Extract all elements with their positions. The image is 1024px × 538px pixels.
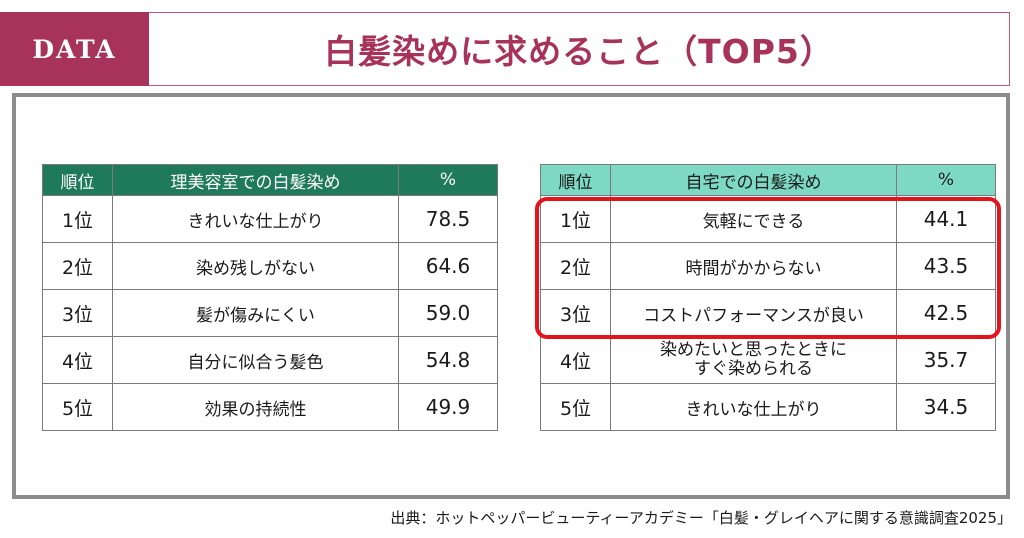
rank-cell: 3位 (42, 289, 113, 337)
item-cell: 髪が傷みにくい (112, 289, 399, 337)
item-cell: 自分に似合う髪色 (112, 336, 399, 384)
percent-cell: 49.9 (398, 383, 498, 431)
item-cell: 気軽にできる (610, 195, 897, 243)
header-rank: 順位 (42, 164, 113, 196)
rank-cell: 2位 (540, 242, 611, 290)
rank-cell: 3位 (540, 289, 611, 337)
table-header-row: 順位 理美容室での白髪染め % (42, 164, 498, 196)
home-ranking-table: 順位 自宅での白髪染め % 1位 気軽にできる 44.1 2位 時間がかからない… (540, 164, 996, 431)
percent-cell: 34.5 (896, 383, 996, 431)
rank-cell: 1位 (540, 195, 611, 243)
title-box: 白髪染めに求めること（TOP5） (149, 12, 1010, 86)
table-row: 3位 髪が傷みにくい 59.0 (42, 289, 498, 337)
content-panel: 順位 理美容室での白髪染め % 1位 きれいな仕上がり 78.5 2位 染め残し… (12, 93, 1010, 499)
table-row: 5位 きれいな仕上がり 34.5 (540, 383, 996, 431)
percent-cell: 44.1 (896, 195, 996, 243)
rank-cell: 4位 (42, 336, 113, 384)
table-row: 4位 自分に似合う髪色 54.8 (42, 336, 498, 384)
rank-cell: 5位 (540, 383, 611, 431)
salon-ranking-table: 順位 理美容室での白髪染め % 1位 きれいな仕上がり 78.5 2位 染め残し… (42, 164, 498, 431)
data-tag: DATA (0, 12, 149, 86)
item-line: 染めたいと思ったときに (660, 340, 847, 360)
percent-cell: 42.5 (896, 289, 996, 337)
percent-cell: 64.6 (398, 242, 498, 290)
table-row: 1位 きれいな仕上がり 78.5 (42, 195, 498, 243)
header-item: 理美容室での白髪染め (112, 164, 399, 196)
item-cell: 染めたいと思ったときに すぐ染められる (610, 336, 897, 384)
rank-cell: 1位 (42, 195, 113, 243)
table-row: 3位 コストパフォーマンスが良い 42.5 (540, 289, 996, 337)
header-item: 自宅での白髪染め (610, 164, 897, 196)
page-title: 白髪染めに求めること（TOP5） (324, 32, 834, 71)
item-cell: 時間がかからない (610, 242, 897, 290)
percent-cell: 43.5 (896, 242, 996, 290)
item-cell: コストパフォーマンスが良い (610, 289, 897, 337)
table-row: 4位 染めたいと思ったときに すぐ染められる 35.7 (540, 336, 996, 384)
item-line: すぐ染められる (694, 359, 813, 379)
item-cell: きれいな仕上がり (112, 195, 399, 243)
table-row: 5位 効果の持続性 49.9 (42, 383, 498, 431)
table-row: 1位 気軽にできる 44.1 (540, 195, 996, 243)
header-percent: % (896, 164, 996, 196)
header-rank: 順位 (540, 164, 611, 196)
rank-cell: 2位 (42, 242, 113, 290)
table-row: 2位 染め残しがない 64.6 (42, 242, 498, 290)
percent-cell: 78.5 (398, 195, 498, 243)
table-row: 2位 時間がかからない 43.5 (540, 242, 996, 290)
header-percent: % (398, 164, 498, 196)
percent-cell: 35.7 (896, 336, 996, 384)
rank-cell: 5位 (42, 383, 113, 431)
item-cell: 効果の持続性 (112, 383, 399, 431)
header: DATA 白髪染めに求めること（TOP5） (0, 12, 1010, 86)
table-header-row: 順位 自宅での白髪染め % (540, 164, 996, 196)
rank-cell: 4位 (540, 336, 611, 384)
percent-cell: 54.8 (398, 336, 498, 384)
item-cell: きれいな仕上がり (610, 383, 897, 431)
source-citation: 出典：ホットペッパービューティーアカデミー「白髪・グレイヘアに関する意識調査20… (390, 509, 1012, 527)
item-cell: 染め残しがない (112, 242, 399, 290)
percent-cell: 59.0 (398, 289, 498, 337)
